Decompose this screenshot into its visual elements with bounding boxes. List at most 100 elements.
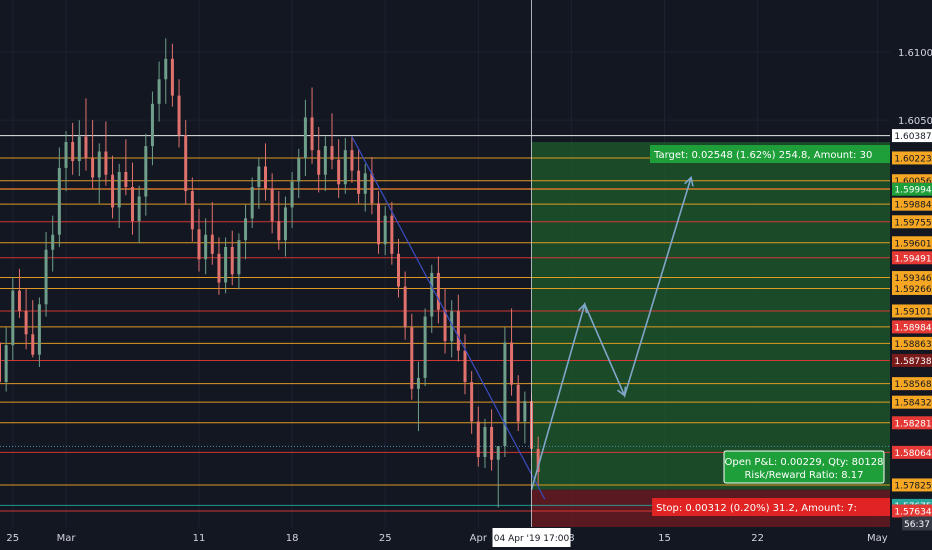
candle-up bbox=[164, 58, 168, 80]
target-zone[interactable] bbox=[531, 142, 891, 490]
candle-down bbox=[264, 166, 267, 189]
target-label-text: Target: 0.02548 (1.62%) 254.8, Amount: 3… bbox=[653, 150, 872, 161]
candle-up bbox=[204, 234, 208, 260]
candle-up bbox=[157, 79, 161, 104]
candle-up bbox=[37, 304, 41, 355]
candle-up bbox=[297, 158, 301, 182]
candle-up bbox=[4, 345, 8, 382]
price-axis[interactable]: 1.61000 1.60500 1.60387 1.60223 1.600561.599… bbox=[890, 0, 932, 550]
candle-down bbox=[377, 203, 381, 245]
price-tag-label: 1.59101 bbox=[894, 307, 931, 317]
candle-down bbox=[210, 234, 214, 254]
candle-up bbox=[11, 290, 15, 346]
candle-down bbox=[397, 253, 400, 287]
projection-arrowhead bbox=[684, 175, 694, 187]
candle-down bbox=[277, 221, 281, 241]
price-tick-label: 1.61000 bbox=[898, 48, 932, 59]
candle-down bbox=[177, 95, 181, 136]
stop-label-text: Stop: 0.00312 (0.20%) 31.2, Amount: 7: bbox=[656, 503, 857, 514]
candle-down bbox=[443, 309, 447, 342]
trendline[interactable] bbox=[351, 136, 546, 500]
candle-down bbox=[403, 286, 407, 328]
risk-reward-text: Risk/Reward Ratio: 8.17 bbox=[744, 470, 863, 481]
candle-down bbox=[91, 158, 95, 178]
projection-arrow-group[interactable] bbox=[530, 175, 694, 490]
price-tag-label: 1.58738 bbox=[894, 357, 931, 367]
candle-down bbox=[0, 342, 1, 382]
price-tag-label: 1.59755 bbox=[894, 218, 931, 228]
target-label-background bbox=[650, 145, 890, 163]
candle-down bbox=[490, 427, 494, 460]
projection-arrowhead bbox=[577, 302, 588, 314]
candle-down bbox=[350, 150, 354, 171]
price-tag-label: 1.60056 bbox=[894, 177, 931, 187]
candle-down bbox=[390, 215, 394, 254]
candle-up bbox=[64, 142, 68, 168]
price-tag-label: 1.60223 bbox=[894, 154, 931, 164]
candle-down bbox=[17, 290, 21, 312]
price-tag-label: 1.58064 bbox=[894, 449, 931, 459]
candle-down bbox=[197, 229, 201, 260]
candle-up bbox=[77, 136, 81, 162]
price-tag bbox=[892, 182, 932, 196]
candle-up bbox=[57, 167, 61, 235]
price-tag-label: 1.58568 bbox=[894, 380, 931, 390]
time-tick-label: May bbox=[867, 533, 888, 544]
candle-up bbox=[224, 247, 228, 283]
time-tick-label: 11 bbox=[193, 533, 206, 544]
candle-down bbox=[370, 173, 374, 204]
candle-down bbox=[516, 384, 520, 422]
candle-down bbox=[71, 142, 75, 162]
candle-down bbox=[337, 159, 341, 185]
price-tag-label: 1.57825 bbox=[894, 481, 931, 491]
price-tag bbox=[892, 281, 932, 295]
candle-down bbox=[330, 146, 334, 160]
price-tag bbox=[892, 236, 932, 250]
candle-down bbox=[510, 342, 514, 385]
candle-up bbox=[416, 377, 420, 389]
time-axis[interactable]: 25 Mar 11 18 25 Apr 8 15 22 May 04 Apr '19 17:00 bbox=[0, 527, 890, 550]
candle-up bbox=[483, 427, 487, 457]
candle-down bbox=[170, 58, 174, 96]
price-tag-label: 1.59601 bbox=[894, 239, 931, 249]
candle-up bbox=[244, 218, 248, 241]
candle-up bbox=[150, 103, 154, 147]
price-tag bbox=[892, 151, 932, 165]
crosshair-date-tag bbox=[492, 528, 571, 547]
time-tick-label: Mar bbox=[57, 533, 77, 544]
candle-up bbox=[144, 146, 148, 197]
price-tag bbox=[892, 215, 932, 229]
time-tick-label: 25 bbox=[6, 533, 19, 544]
candlesticks bbox=[0, 38, 540, 508]
candle-down bbox=[317, 150, 321, 175]
countdown-text: 56:37 bbox=[904, 520, 930, 530]
candle-up bbox=[383, 215, 387, 245]
price-tag bbox=[892, 320, 932, 334]
candle-down bbox=[476, 421, 480, 457]
price-tag bbox=[892, 504, 932, 518]
candle-down bbox=[456, 311, 460, 351]
pnl-box: Open P&L: 0.00229, Qty: 80128 Risk/Reward… bbox=[723, 450, 885, 484]
price-tag bbox=[892, 445, 932, 459]
candle-up bbox=[523, 401, 527, 422]
time-tick-label: 22 bbox=[751, 533, 764, 544]
pnl-box-background bbox=[723, 450, 885, 484]
candle-down bbox=[104, 151, 108, 175]
price-tag-label: 1.59884 bbox=[894, 201, 931, 211]
stop-label: Stop: 0.00312 (0.20%) 31.2, Amount: 7: bbox=[652, 498, 890, 516]
price-tag-label: 1.58863 bbox=[894, 340, 931, 350]
price-tag bbox=[892, 353, 932, 367]
crosshair-date-text: 04 Apr '19 17:00 bbox=[494, 534, 570, 544]
candle-up bbox=[496, 446, 500, 460]
price-tag bbox=[892, 129, 932, 143]
price-tag-label: 1.59266 bbox=[894, 285, 931, 295]
time-tick-label: Apr bbox=[470, 533, 488, 544]
candle-up bbox=[51, 234, 55, 250]
projection-path[interactable] bbox=[530, 177, 692, 490]
trendline-group[interactable] bbox=[351, 136, 546, 500]
price-tag-label: 1.59994 bbox=[894, 186, 931, 196]
candle-up bbox=[423, 316, 427, 378]
candle-down bbox=[124, 172, 128, 187]
